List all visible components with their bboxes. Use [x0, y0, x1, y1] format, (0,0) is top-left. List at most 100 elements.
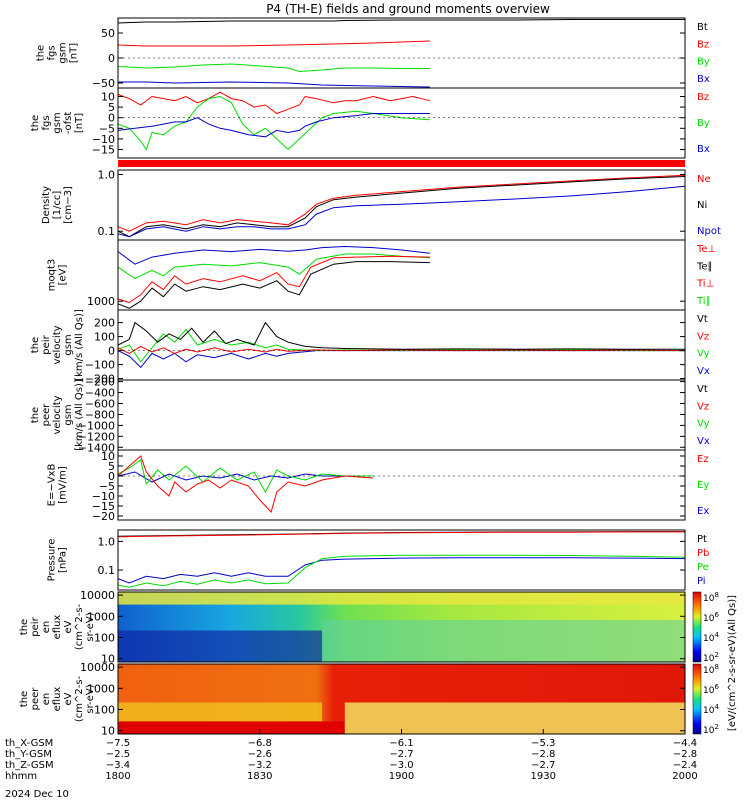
y-tick-label: −600	[85, 398, 115, 411]
y-axis-label: (cm^2-s-	[74, 675, 85, 722]
y-tick-label: 10	[101, 725, 115, 738]
series-line-blue	[117, 245, 430, 265]
legend-entry: Vx	[697, 436, 710, 447]
series-line-blue	[117, 557, 686, 584]
y-axis-label: [km/s (All Qs)]	[74, 309, 85, 381]
y-axis-label: the	[36, 45, 47, 61]
x-axis-row-label: hhmm	[5, 771, 37, 782]
y-axis-label: gsm	[63, 404, 74, 425]
y-axis-label: [mV/m]	[58, 466, 69, 504]
x-tick-label: −2.5	[106, 749, 130, 760]
series-line-green	[117, 328, 685, 363]
y-axis-label: sr-eV)	[85, 684, 96, 713]
x-tick-label: −7.5	[106, 738, 130, 749]
series-line-red	[117, 91, 431, 115]
series-line-blue	[117, 113, 430, 138]
y-tick-label: −20	[92, 510, 115, 523]
y-axis-label: (cm^2-s-	[74, 603, 85, 650]
series-line-blue	[117, 350, 685, 369]
y-tick-label: −1000	[78, 419, 115, 432]
legend-entry: Bx	[697, 74, 710, 85]
y-tick-label: 1.0	[98, 168, 116, 181]
spectrogram-mid-band	[118, 702, 323, 724]
legend-entry: Vt	[697, 384, 708, 395]
legend-entry: Pt	[697, 534, 707, 545]
series-line-red	[117, 531, 685, 538]
y-tick-label: 10	[101, 653, 115, 666]
x-axis-row-label: th_Z-GSM	[5, 760, 54, 771]
series-line-blue	[117, 185, 686, 238]
series-line-green	[117, 63, 430, 73]
y-axis-label: E=−VxB	[47, 464, 58, 507]
legend-entry: Bx	[697, 144, 710, 155]
y-axis-label: peir	[41, 334, 52, 354]
colorbar-tick-exponent: 8	[714, 663, 718, 671]
y-tick-label: 1000	[87, 610, 115, 623]
spectrogram-low-energy-dark	[118, 630, 323, 662]
y-tick-label: −1400	[78, 441, 115, 454]
y-tick-label: 1.0	[98, 535, 116, 548]
legend-entry: Pb	[697, 548, 709, 559]
y-axis-label: peer	[41, 403, 52, 427]
x-tick-label: −5.3	[531, 738, 555, 749]
y-axis-label: the	[19, 691, 30, 707]
y-axis-label: the	[19, 619, 30, 635]
y-axis-label: gsm	[63, 334, 74, 355]
y-tick-label: 200	[94, 317, 115, 330]
panel-frame	[117, 379, 686, 451]
x-tick-label: 1800	[105, 771, 130, 782]
legend-entry: By	[697, 118, 710, 129]
y-tick-label: 0	[108, 112, 115, 125]
x-tick-label: −2.8	[531, 749, 555, 760]
colorbar-tick-label: 106	[703, 683, 719, 696]
panel-4: 1000 moqt3 [eV] Te⊥ Te∥ Ti⊥ Ti∥	[47, 239, 716, 311]
x-tick-label: −2.7	[389, 749, 413, 760]
legend-entry: Te∥	[696, 261, 713, 272]
legend-entry: Ex	[697, 506, 709, 517]
y-axis-label: peer	[30, 687, 41, 711]
spectrogram-low-plain	[344, 702, 685, 734]
x-axis-row-label: th_Y-GSM	[5, 749, 52, 760]
x-tick-label: −2.8	[673, 749, 697, 760]
spectrogram-low-energy-cyan	[322, 620, 685, 662]
colorbar-tick-exponent: 8	[714, 591, 718, 599]
y-tick-label: 0.1	[98, 564, 116, 577]
legend-entry: Te⊥	[696, 244, 716, 255]
y-tick-label: 0	[108, 52, 115, 65]
y-tick-label: 100	[94, 632, 115, 645]
y-axis-label: [nPa]	[58, 547, 69, 573]
legend-entry: Pi	[697, 576, 706, 587]
y-tick-label: −50	[92, 77, 115, 90]
y-axis-label: eV	[63, 692, 74, 705]
series-line-red	[117, 345, 686, 354]
colorbar-tick-label: 104	[703, 631, 719, 644]
y-axis-label: peir	[30, 616, 41, 636]
y-tick-label: −400	[85, 387, 115, 400]
series-line-black	[117, 321, 685, 350]
y-tick-label: −5	[99, 480, 115, 493]
y-tick-label: 0.1	[98, 225, 116, 238]
y-axis-label: velocity	[52, 395, 63, 434]
y-axis-label: eV	[63, 620, 74, 633]
x-tick-label: −3.0	[389, 760, 413, 771]
y-axis-label: Pressure	[47, 539, 58, 582]
y-tick-label: 0	[108, 470, 115, 483]
x-tick-label: −3.4	[106, 760, 130, 771]
legend-entry: Vy	[697, 349, 710, 360]
y-axis-label: [eV]	[58, 265, 69, 286]
colorbar-tick-exponent: 6	[714, 683, 719, 691]
y-axis-label: velocity	[52, 325, 63, 364]
y-tick-label: 100	[94, 704, 115, 717]
y-tick-label: −200	[85, 373, 115, 386]
series-line-red	[117, 455, 374, 513]
panel-10: 10000 1000 100 10 the peer en eflux eV (cm^2-s-sr…	[19, 661, 686, 738]
panel-frame	[117, 591, 686, 663]
y-axis-label: the	[30, 337, 41, 353]
legend-entry: Ti⊥	[696, 279, 714, 290]
colorbar-ion	[692, 591, 702, 663]
colorbar-tick-exponent: 4	[714, 703, 719, 711]
x-tick-label: −6.8	[248, 738, 272, 749]
